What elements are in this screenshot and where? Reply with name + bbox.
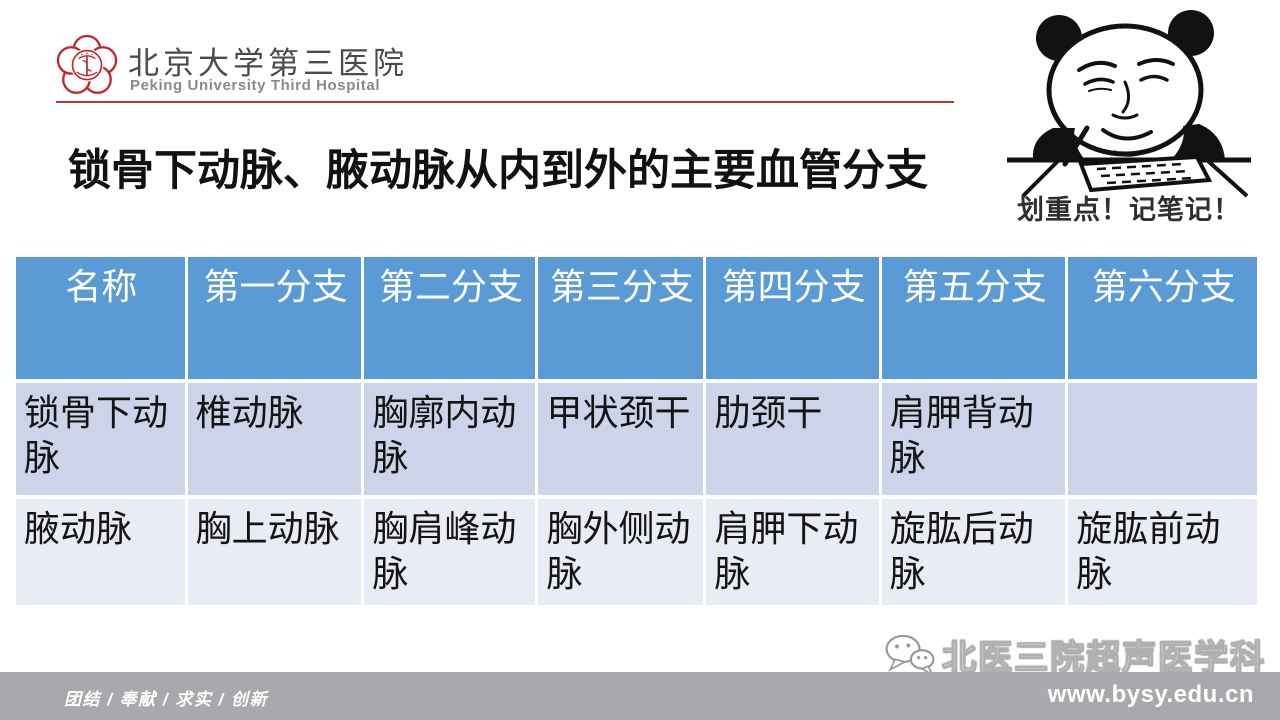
- table-row-axillary: 腋动脉 胸上动脉 胸肩峰动脉 胸外侧动脉 肩胛下动脉 旋肱后动脉 旋肱前动脉: [13, 495, 1260, 609]
- footer-bar: 团结 / 奉献 / 求实 / 创新 www.bysy.edu.cn: [0, 672, 1280, 720]
- cell: 胸肩峰动脉: [361, 495, 539, 609]
- cell: 锁骨下动脉: [13, 379, 188, 499]
- panda-meme-icon: [1007, 10, 1251, 198]
- wechat-icon: [885, 634, 935, 677]
- artery-branches-table: 名称 第一分支 第二分支 第三分支 第四分支 第五分支 第六分支 锁骨下动脉 椎…: [13, 253, 1260, 609]
- hospital-name-zh: 北京大学第三医院: [128, 46, 408, 81]
- table-header-row: 名称 第一分支 第二分支 第三分支 第四分支 第五分支 第六分支: [13, 253, 1260, 383]
- page-title: 锁骨下动脉、腋动脉从内到外的主要血管分支: [68, 146, 928, 196]
- meme-caption: 划重点！记笔记！: [1017, 195, 1241, 225]
- hospital-name-en: Peking University Third Hospital: [130, 77, 381, 94]
- col-header-branch2: 第二分支: [361, 253, 539, 383]
- col-header-branch4: 第四分支: [703, 253, 882, 383]
- cell: 椎动脉: [184, 379, 365, 499]
- cell: [1065, 379, 1260, 499]
- col-header-branch6: 第六分支: [1065, 253, 1260, 383]
- department-name: 北医三院超声医学科: [941, 638, 1266, 677]
- cell: 旋肱前动脉: [1065, 495, 1260, 609]
- cell: 肋颈干: [703, 379, 882, 499]
- cell: 胸廓内动脉: [361, 379, 539, 499]
- cell: 胸上动脉: [184, 495, 365, 609]
- col-header-branch1: 第一分支: [184, 253, 365, 383]
- header-divider: [56, 101, 954, 103]
- table-row-subclavian: 锁骨下动脉 椎动脉 胸廓内动脉 甲状颈干 肋颈干 肩胛背动脉: [13, 379, 1260, 499]
- cell: 肩胛背动脉: [878, 379, 1069, 499]
- col-header-branch5: 第五分支: [878, 253, 1069, 383]
- cell: 甲状颈干: [535, 379, 707, 499]
- cell: 胸外侧动脉: [535, 495, 707, 609]
- cell: 腋动脉: [13, 495, 188, 609]
- cell: 旋肱后动脉: [878, 495, 1069, 609]
- col-header-branch3: 第三分支: [535, 253, 707, 383]
- footer-website: www.bysy.edu.cn: [1047, 681, 1254, 708]
- panda-taking-notes-meme: 划重点！记笔记！: [1000, 8, 1258, 228]
- hospital-emblem-icon: [54, 30, 120, 108]
- col-header-name: 名称: [13, 253, 188, 383]
- footer-motto: 团结 / 奉献 / 求实 / 创新: [64, 690, 269, 709]
- cell: 肩胛下动脉: [703, 495, 882, 609]
- department-branding: 北医三院超声医学科: [884, 630, 1266, 679]
